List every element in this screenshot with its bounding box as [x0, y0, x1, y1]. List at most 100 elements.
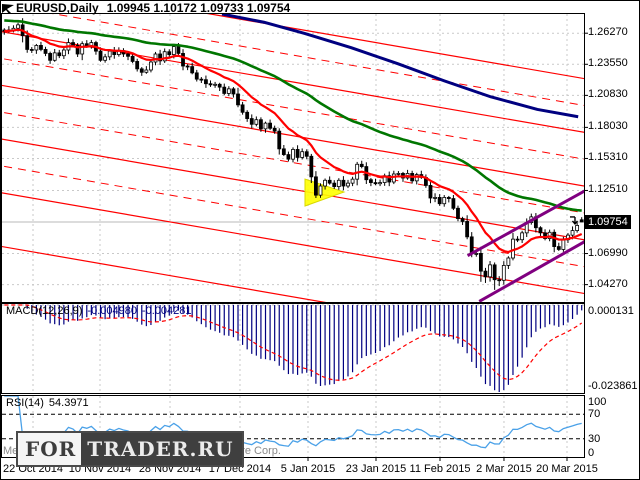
candle-bear	[497, 279, 502, 282]
candle-bull	[346, 182, 350, 187]
candle-bull	[226, 88, 231, 94]
candle-bull	[318, 185, 323, 196]
channel-line-solid	[2, 84, 584, 187]
candle-bear	[43, 49, 48, 54]
candle-bear	[194, 72, 199, 80]
candle-bear	[428, 185, 433, 199]
candle-bull	[149, 61, 153, 71]
candle-bear	[29, 49, 34, 51]
rsi-value: 54.3971	[48, 397, 89, 409]
candle-bear	[167, 51, 172, 55]
main-pane-drawing	[2, 14, 584, 302]
channel-line-dashed	[51, 14, 584, 106]
candle-bear	[332, 182, 337, 187]
watermark-part2: TRADER.RU	[81, 433, 242, 465]
candle-bull	[433, 197, 437, 199]
candle-bear	[309, 155, 314, 178]
candle-bull	[291, 149, 295, 160]
purple-trendline	[478, 240, 584, 302]
ma-slow-line	[4, 19, 582, 212]
macd-signal-line	[4, 304, 583, 381]
candle-bear	[327, 179, 332, 184]
candle-bear	[373, 182, 378, 185]
ohlc-values: 1.09945 1.10172 1.09733 1.09754	[106, 1, 291, 15]
candle-bear	[249, 118, 254, 125]
candle-bear	[39, 45, 43, 50]
candle-bull	[52, 52, 57, 61]
current-price-tag: 1.09754	[585, 214, 631, 229]
candle-bull	[520, 232, 525, 241]
main-chart-pane[interactable]	[2, 14, 584, 302]
candle-bull	[378, 182, 382, 185]
candle-bear	[130, 55, 135, 62]
pane-border	[1, 13, 585, 303]
candle-bear	[217, 83, 222, 88]
candle-bull	[80, 43, 85, 55]
candle-bear	[181, 53, 185, 67]
rsi-label: RSI(14) 54.3971	[6, 397, 89, 409]
candle-bull	[34, 45, 39, 51]
candle-bear	[456, 207, 460, 219]
candle-bull	[396, 173, 401, 175]
candle-bear	[451, 198, 456, 209]
candle-bear	[483, 270, 488, 278]
purple-trendline	[466, 189, 584, 258]
channel-line-dashed	[2, 111, 584, 214]
candle-bull	[263, 122, 268, 130]
candle-bear	[245, 111, 250, 119]
candle-bear	[556, 246, 561, 250]
candle-bear	[236, 93, 240, 106]
candle-bear	[437, 197, 442, 205]
candle-bear	[538, 227, 543, 234]
candle-bear	[208, 83, 213, 86]
candle-bear	[126, 53, 130, 57]
candle-bull	[350, 178, 355, 184]
candle-bear	[222, 86, 227, 94]
channel-line-solid	[2, 245, 327, 302]
candle-bear	[369, 179, 373, 183]
candle-bull	[153, 53, 158, 63]
candle-bear	[277, 130, 282, 150]
candle-bull	[16, 24, 20, 29]
pane-border	[1, 395, 585, 458]
candle-bear	[75, 45, 80, 55]
candle-bear	[286, 154, 291, 160]
candle-bear	[387, 175, 392, 183]
macd-label: MACD(12,26,9) -0.004980 -0.004281	[6, 305, 192, 317]
candle-bull	[414, 174, 419, 182]
candle-bear	[259, 119, 263, 130]
macd-pane-drawing	[2, 304, 584, 393]
ma-fast-line	[4, 28, 583, 254]
candle-bear	[25, 35, 30, 50]
candle-bear	[295, 149, 300, 158]
candle-bear	[199, 78, 204, 81]
candle-bear	[268, 122, 272, 129]
candle-bear	[135, 61, 140, 70]
candle-bear	[185, 65, 190, 68]
candle-bear	[231, 88, 236, 95]
macd-name: MACD(12,26,9)	[6, 305, 83, 317]
candle-bull	[162, 51, 167, 62]
candle-bear	[190, 66, 195, 74]
candle-bear	[492, 264, 497, 281]
candle-bull	[575, 225, 580, 231]
channel-line-solid	[2, 138, 584, 241]
candle-bear	[204, 79, 208, 85]
candle-bear	[359, 163, 364, 167]
candle-bear	[57, 52, 62, 57]
channel-line-dashed	[2, 165, 584, 268]
candle-bear	[314, 176, 318, 196]
symbol-period-label: EURUSD,Daily	[16, 1, 99, 15]
candle-bear	[579, 219, 584, 223]
candle-bear	[478, 253, 483, 272]
ma-200-line	[221, 14, 579, 119]
channel-line-solid	[206, 14, 584, 80]
candle-bear	[139, 68, 144, 73]
candle-bear	[176, 46, 181, 54]
channel-line-dashed	[2, 58, 584, 160]
candle-bear	[515, 238, 520, 241]
price-axis[interactable]	[585, 14, 640, 457]
macd-pane[interactable]	[2, 304, 584, 393]
